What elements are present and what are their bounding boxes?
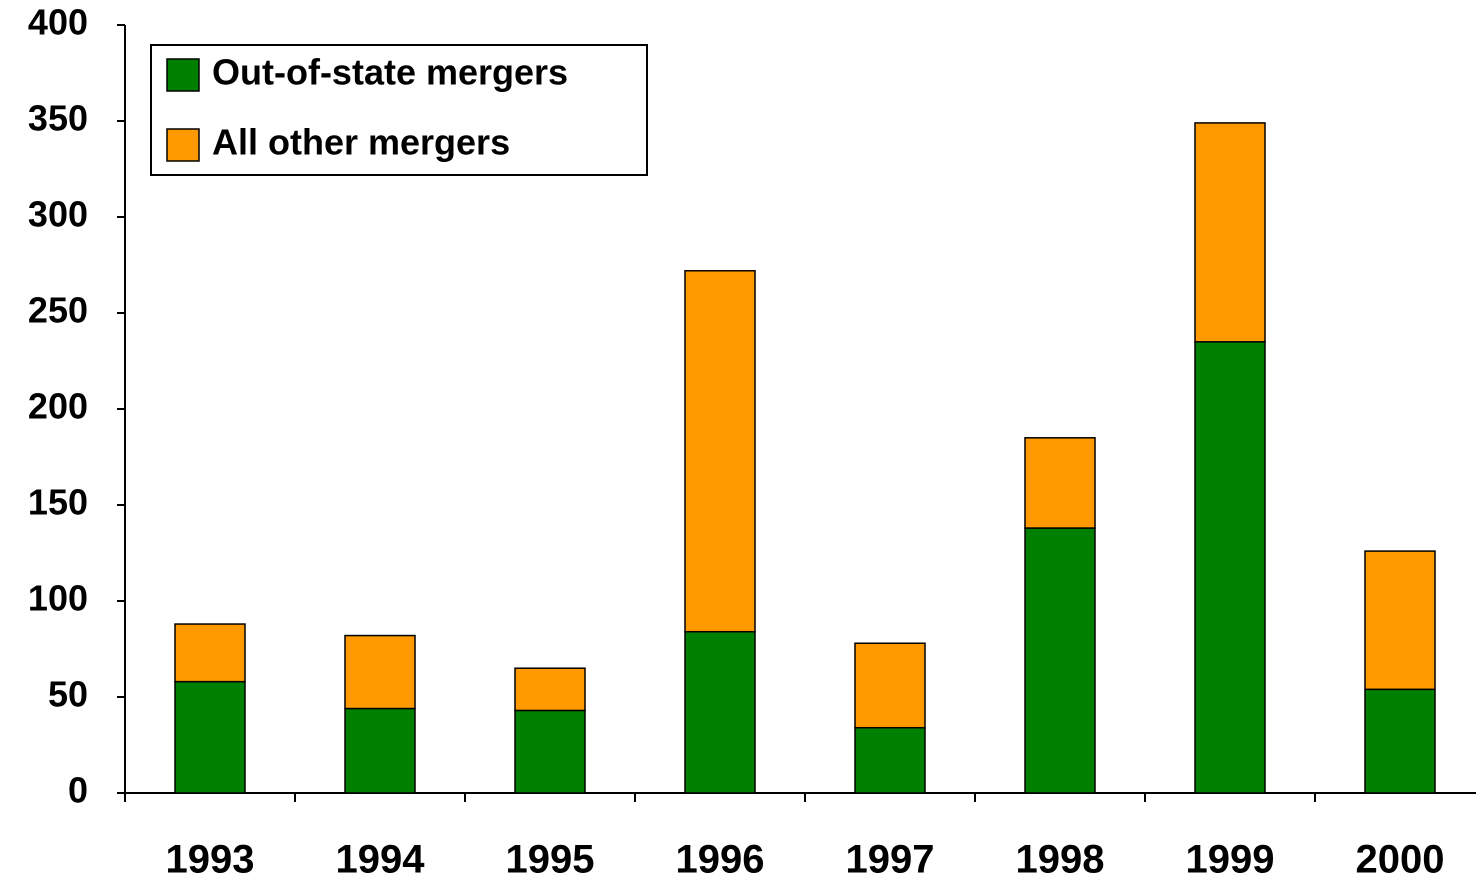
x-tick-label: 1996 <box>676 838 765 882</box>
bar-segment <box>344 707 416 794</box>
x-tick-label: 1995 <box>506 838 595 882</box>
x-tick-label: 2000 <box>1356 838 1445 882</box>
y-tick-label: 400 <box>28 2 88 43</box>
bar-segment <box>1364 688 1436 794</box>
x-tick-label: 1993 <box>166 838 255 882</box>
bar-segment <box>1024 437 1096 529</box>
x-tick-label: 1998 <box>1016 838 1105 882</box>
bar-segment <box>1364 550 1436 691</box>
bar-segment <box>684 270 756 633</box>
bar-segment <box>684 630 756 794</box>
bar-segment <box>514 667 586 712</box>
y-tick-label: 200 <box>28 386 88 427</box>
bar-segment <box>1194 122 1266 343</box>
legend-box <box>150 44 648 176</box>
bar-segment <box>1024 527 1096 794</box>
y-tick-label: 0 <box>68 770 88 811</box>
bar-segment <box>854 642 926 729</box>
legend-label: Out-of-state mergers <box>212 52 568 93</box>
x-tick-label: 1994 <box>336 838 426 882</box>
bar-segment <box>854 726 926 794</box>
legend-swatch <box>166 58 200 92</box>
bar-segment <box>174 680 246 794</box>
bar-segment <box>1194 341 1266 794</box>
bar-segment <box>174 623 246 683</box>
x-tick-label: 1999 <box>1186 838 1275 882</box>
x-tick-label: 1997 <box>846 838 935 882</box>
y-tick-label: 250 <box>28 290 88 331</box>
bar-segment <box>514 709 586 794</box>
y-tick-label: 100 <box>28 578 88 619</box>
legend-label: All other mergers <box>212 122 510 163</box>
y-tick-label: 350 <box>28 98 88 139</box>
y-tick-label: 150 <box>28 482 88 523</box>
legend-swatch <box>166 128 200 162</box>
y-tick-label: 50 <box>48 674 88 715</box>
bar-segment <box>344 634 416 710</box>
y-tick-label: 300 <box>28 194 88 235</box>
